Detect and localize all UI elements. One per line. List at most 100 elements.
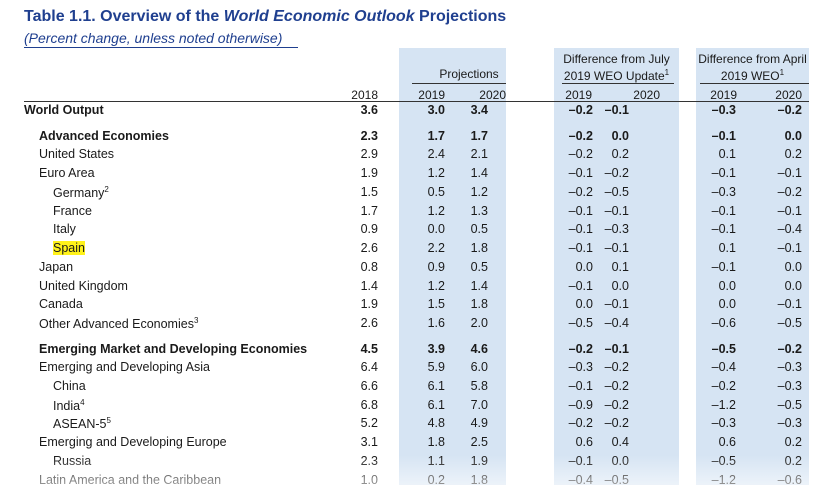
- row-value: –0.3: [777, 379, 802, 393]
- row-value: 0.0: [575, 260, 593, 274]
- row-value: 1.5: [427, 297, 445, 311]
- diff-july-line1: Difference from July: [563, 52, 670, 66]
- row-value: –0.2: [568, 147, 593, 161]
- year-2019-april-header: 2019: [710, 88, 737, 102]
- year-2019-proj-header: 2019: [418, 88, 445, 102]
- row-value: –0.3: [604, 222, 629, 236]
- row-footnote: 2: [104, 185, 109, 194]
- row-value: 6.1: [427, 379, 445, 393]
- row-value: –0.9: [568, 398, 593, 412]
- year-2020-july-header: 2020: [633, 88, 660, 102]
- row-value: 0.2: [611, 147, 629, 161]
- row-value: 2.3: [360, 129, 378, 143]
- row-value: 2.4: [427, 147, 445, 161]
- row-value: 1.8: [427, 435, 445, 449]
- row-value: –0.1: [711, 222, 736, 236]
- year-2019-july-header: 2019: [565, 88, 592, 102]
- row-label-text: France: [53, 204, 92, 218]
- row-value: –0.4: [604, 316, 629, 330]
- row-label: France: [53, 204, 92, 218]
- row-value: –0.1: [604, 204, 629, 218]
- row-value: 0.5: [427, 185, 445, 199]
- row-value: –0.3: [777, 416, 802, 430]
- table-row: Latin America and the Caribbean 1.0 0.2 1.8…: [0, 471, 833, 489]
- row-value: 1.2: [427, 166, 445, 180]
- row-value: –0.3: [711, 185, 736, 199]
- row-value: –0.2: [604, 166, 629, 180]
- table-row: China 6.6 6.1 5.8 –0.1 –0.2 –0.2 –0.3: [0, 377, 833, 395]
- row-value: –0.2: [568, 129, 593, 143]
- row-value: 0.2: [784, 147, 802, 161]
- row-value: 1.8: [470, 297, 488, 311]
- row-label-text: Emerging Market and Developing Economies: [39, 342, 308, 356]
- row-value: 6.4: [360, 360, 378, 374]
- diff-april-underline: [700, 83, 809, 84]
- row-value: 0.8: [360, 260, 378, 274]
- row-value: 0.1: [611, 260, 629, 274]
- row-value: –0.5: [604, 185, 629, 199]
- row-label-text: United States: [39, 147, 115, 161]
- row-value: –0.2: [568, 342, 593, 356]
- row-value: –0.4: [777, 222, 802, 236]
- diff-july-header: Difference from July 2019 WEO Update1: [554, 53, 679, 83]
- table-row: Italy 0.9 0.0 0.5 –0.1 –0.3 –0.1 –0.4: [0, 220, 833, 238]
- row-value: 6.6: [360, 379, 378, 393]
- row-value: 1.9: [360, 166, 378, 180]
- row-value: 1.5: [360, 185, 378, 199]
- row-value: 1.1: [427, 454, 445, 468]
- row-footnote: 3: [193, 316, 199, 325]
- title-italic: World Economic Outlook: [223, 8, 415, 25]
- row-value: –0.1: [777, 241, 802, 255]
- table-row: Spain 2.6 2.2 1.8 –0.1 –0.1 0.1 –0.1: [0, 239, 833, 257]
- diff-april-footnote: 1: [779, 68, 785, 77]
- row-value: –0.2: [711, 379, 736, 393]
- row-value: –0.4: [711, 360, 736, 374]
- row-value: 3.6: [360, 103, 378, 117]
- row-value: 1.2: [470, 185, 488, 199]
- row-value: –0.1: [604, 342, 629, 356]
- row-value: –0.1: [604, 241, 629, 255]
- row-label: Japan: [39, 260, 73, 274]
- row-value: 2.9: [360, 147, 378, 161]
- table-row: Emerging and Developing Asia 6.4 5.9 6.0 –0.…: [0, 358, 833, 376]
- row-value: 7.0: [470, 398, 488, 412]
- row-value: 5.9: [427, 360, 445, 374]
- row-value: 6.1: [427, 398, 445, 412]
- table-title: Table 1.1. Overview of the World Economi…: [24, 8, 506, 26]
- table-row: World Output 3.6 3.0 3.4 –0.2 –0.1 –0.3 –0.2: [0, 101, 833, 119]
- title-suffix: Projections: [414, 8, 507, 25]
- row-value: 0.0: [718, 297, 736, 311]
- diff-july-underline: [562, 83, 674, 84]
- row-label: Advanced Economies: [39, 129, 169, 143]
- table-row: Emerging Market and Developing Economies…: [0, 340, 833, 358]
- row-value: 0.1: [718, 241, 736, 255]
- row-label-text: United Kingdom: [39, 279, 128, 293]
- row-value: –0.5: [711, 342, 736, 356]
- row-value: –0.5: [777, 398, 802, 412]
- table-row: Advanced Economies 2.3 1.7 1.7 –0.2 0.0 –0.1 0.…: [0, 127, 833, 145]
- diff-april-line1: Difference from April: [698, 52, 807, 66]
- table-row: United Kingdom 1.4 1.2 1.4 –0.1 0.0 0.0 0.0: [0, 277, 833, 295]
- row-value: –0.3: [711, 416, 736, 430]
- row-value: –0.1: [711, 129, 736, 143]
- row-value: 1.7: [427, 129, 445, 143]
- row-value: –0.1: [604, 297, 629, 311]
- row-value: 5.2: [360, 416, 378, 430]
- row-value: 3.9: [427, 342, 445, 356]
- row-value: –0.2: [568, 416, 593, 430]
- row-value: 2.5: [470, 435, 488, 449]
- row-value: –0.1: [777, 297, 802, 311]
- table-row: United States 2.9 2.4 2.1 –0.2 0.2 0.1 0.2: [0, 145, 833, 163]
- row-value: 0.0: [784, 129, 802, 143]
- row-value: –0.1: [711, 260, 736, 274]
- row-label-text: World Output: [24, 103, 104, 117]
- row-label: China: [53, 379, 86, 393]
- row-value: –1.2: [711, 398, 736, 412]
- row-label-text: Canada: [39, 297, 83, 311]
- row-label: Italy: [53, 222, 76, 236]
- row-label: Germany2: [53, 185, 109, 200]
- row-footnote: 4: [80, 398, 85, 407]
- row-label: Euro Area: [39, 166, 95, 180]
- subtitle-underline: [24, 47, 298, 48]
- row-value: 4.8: [427, 416, 445, 430]
